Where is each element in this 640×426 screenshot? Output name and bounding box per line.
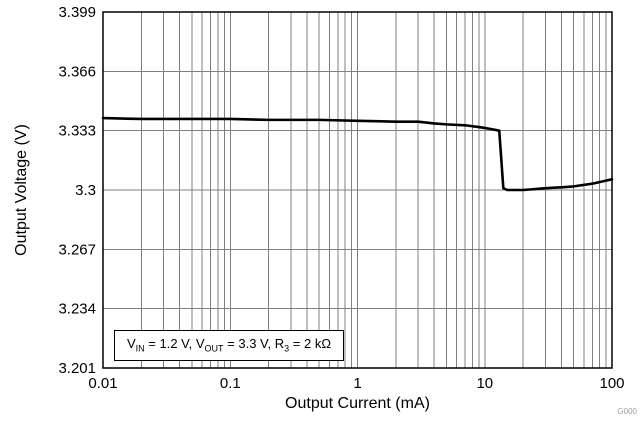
plot-border	[102, 11, 613, 369]
y-tick-label: 3.366	[58, 63, 96, 80]
y-tick-label: 3.3	[75, 182, 96, 199]
x-tick-label: 1	[353, 375, 361, 392]
y-tick-label: 3.201	[58, 360, 96, 377]
x-axis-title: Output Current (mA)	[285, 395, 430, 412]
x-tick-label: 10	[476, 375, 493, 392]
y-tick-label: 3.399	[58, 4, 96, 21]
annotation-subscript: OUT	[204, 343, 224, 354]
annotation-text: = 2 kΩ	[289, 336, 332, 351]
x-tick-label: 100	[599, 375, 624, 392]
annotation-subscript: 3	[284, 343, 290, 354]
annotation-text: = 3.3 V, R	[223, 336, 285, 351]
y-tick-label: 3.234	[58, 301, 96, 318]
y-tick-label: 3.333	[58, 123, 96, 140]
annotation-subscript: IN	[135, 343, 145, 354]
y-tick-label: 3.267	[58, 241, 96, 258]
x-tick-label: 0.1	[220, 375, 241, 392]
watermark: G000	[617, 407, 637, 416]
y-axis-title: Output Voltage (V)	[13, 124, 30, 256]
x-tick-label: 0.01	[88, 375, 117, 392]
annotation-text: V	[127, 336, 136, 351]
data-line	[101, 116, 614, 192]
annotation-text: = 1.2 V, V	[144, 336, 205, 351]
annotation-box: VIN = 1.2 V, VOUT = 3.3 V, R3 = 2 kΩ	[114, 330, 345, 362]
